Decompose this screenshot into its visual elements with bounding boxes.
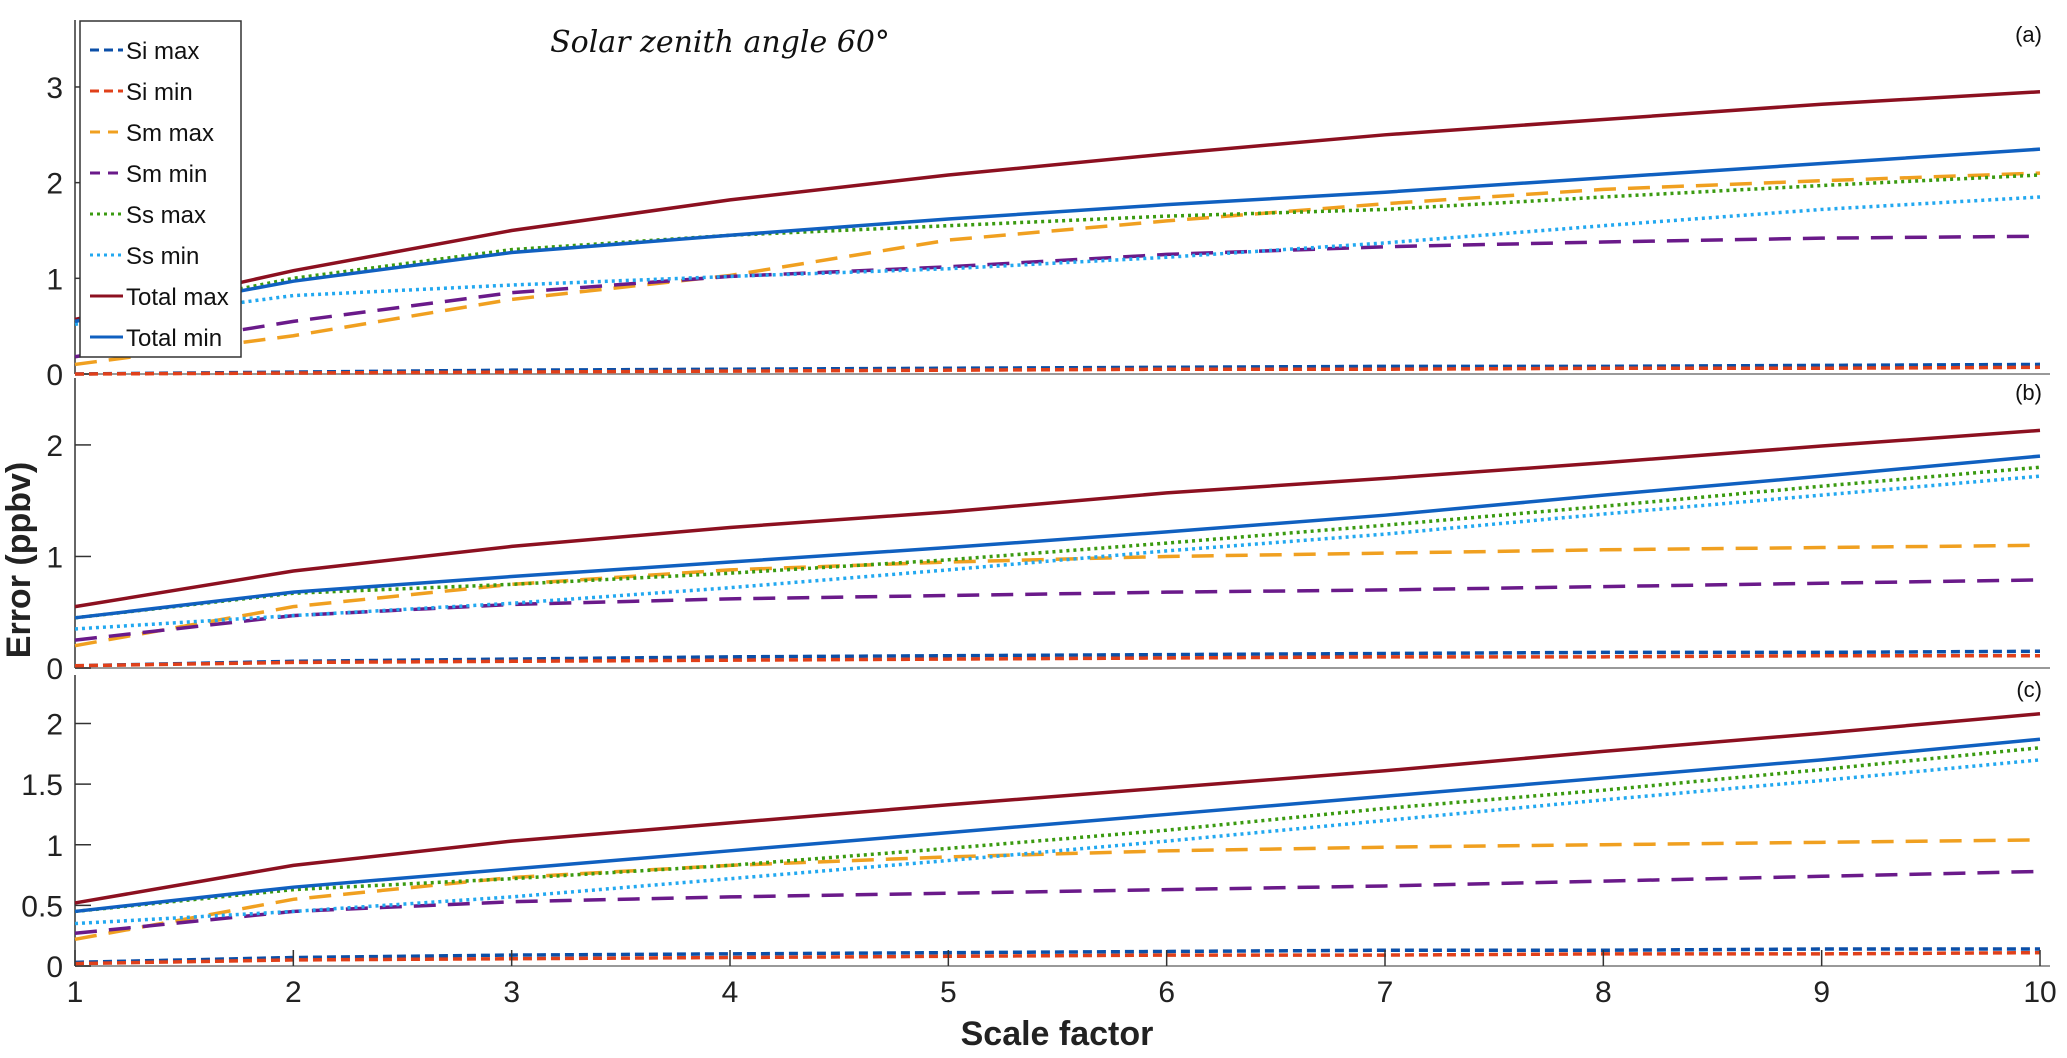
series-line-total-min — [74, 454, 2041, 620]
panel-c: 0 0.5 1 1.5 2 (c) — [21, 675, 2050, 984]
y-tick-label: 2 — [46, 168, 63, 201]
series-line-sm-min — [74, 578, 2041, 642]
panel-label: (b) — [2015, 380, 2042, 405]
series-line-sm-max — [74, 543, 2041, 648]
panel-label: (a) — [2015, 22, 2042, 47]
series-line-total-min — [74, 147, 2041, 324]
x-tick-label: 10 — [2023, 976, 2056, 1009]
x-tick-label: 2 — [285, 976, 302, 1009]
x-axis: 1 2 3 4 5 6 7 8 9 10 — [67, 950, 2057, 1009]
y-tick-label: 1 — [46, 263, 63, 296]
legend-label: Sm min — [126, 161, 207, 188]
x-tick-label: 5 — [940, 976, 957, 1009]
series-line-total-max — [74, 428, 2041, 609]
series-line-ss-max — [74, 173, 2041, 324]
series-line-sm-max — [74, 171, 2041, 367]
series-line-total-max — [74, 712, 2041, 905]
x-tick-label: 8 — [1595, 976, 1612, 1009]
y-tick-label: 0.5 — [21, 890, 63, 923]
legend-label: Si max — [126, 38, 199, 65]
x-axis-label: Scale factor — [961, 1015, 1154, 1053]
legend-label: Si min — [126, 79, 193, 106]
legend-label: Total min — [126, 325, 222, 352]
legend-label: Sm max — [126, 120, 214, 147]
legend: Si max Si min Sm max Sm min Ss max Ss min Tota… — [79, 20, 242, 358]
series-line-total-min — [74, 737, 2041, 914]
y-axis-label: Error (ppbv) — [0, 462, 38, 658]
panel-b: 0 1 2 (b) — [46, 378, 2050, 686]
series-line-ss-min — [74, 195, 2041, 326]
panel-a: 0 1 2 3 (a) — [46, 20, 2050, 392]
x-tick-label: 9 — [1813, 976, 1830, 1009]
x-tick-label: 3 — [503, 976, 520, 1009]
y-tick-label: 3 — [46, 72, 63, 105]
y-tick-label: 1 — [46, 830, 63, 863]
x-tick-label: 4 — [722, 976, 739, 1009]
panel-label: (c) — [2016, 677, 2042, 702]
series-line-si-min — [74, 950, 2041, 966]
legend-box — [79, 20, 242, 358]
series-line-ss-max — [74, 746, 2041, 914]
y-tick-label: 1.5 — [21, 769, 63, 802]
series-line-sm-min — [74, 869, 2041, 936]
series-line-si-min — [74, 365, 2041, 376]
series-line-sm-min — [74, 234, 2041, 359]
y-tick-label: 2 — [46, 709, 63, 742]
series-line-ss-min — [74, 474, 2041, 631]
y-tick-label: 0 — [46, 653, 63, 686]
legend-label: Ss max — [126, 202, 206, 229]
legend-label: Total max — [126, 284, 229, 311]
series-line-ss-max — [74, 465, 2041, 620]
legend-label: Ss min — [126, 243, 199, 270]
chart-title: Solar zenith angle 60° — [550, 25, 890, 60]
y-tick-label: 2 — [46, 430, 63, 463]
y-tick-label: 0 — [46, 951, 63, 984]
x-tick-label: 6 — [1158, 976, 1175, 1009]
y-tick-label: 1 — [46, 541, 63, 574]
series-line-si-max — [74, 947, 2040, 965]
series-line-total-max — [74, 90, 2041, 322]
y-tick-label: 0 — [46, 359, 63, 392]
series-line-sm-max — [74, 838, 2041, 942]
x-tick-label: 7 — [1377, 976, 1394, 1009]
x-tick-label: 1 — [67, 976, 84, 1009]
series-line-si-min — [74, 653, 2040, 668]
